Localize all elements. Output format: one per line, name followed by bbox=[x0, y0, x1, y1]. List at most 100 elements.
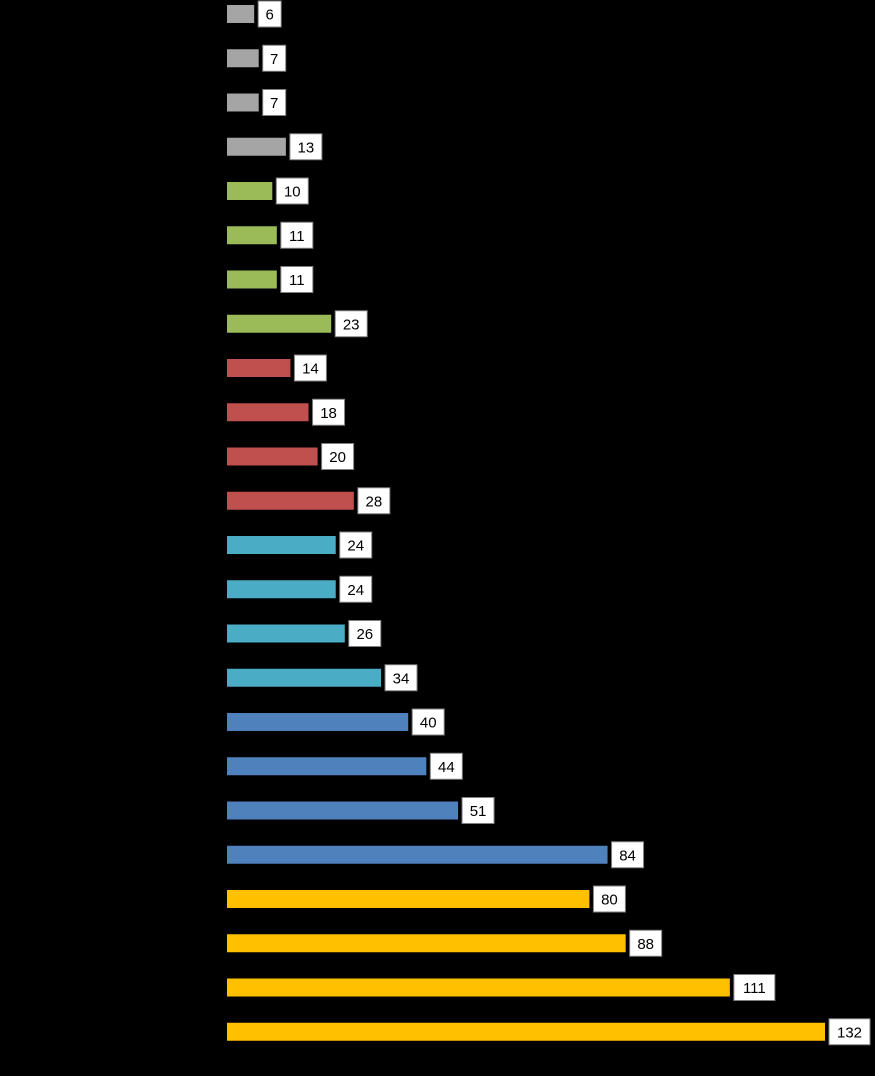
data-label-7: 11 bbox=[280, 266, 314, 293]
data-label-22: 88 bbox=[629, 929, 663, 957]
data-label-box bbox=[592, 885, 626, 913]
data-label-value: 40 bbox=[420, 715, 437, 732]
data-label-value: 88 bbox=[637, 936, 654, 953]
data-label-value: 7 bbox=[270, 51, 278, 68]
data-label-box bbox=[275, 177, 309, 205]
data-label-box bbox=[262, 89, 287, 116]
bar-22 bbox=[227, 934, 626, 953]
data-label-box bbox=[289, 133, 323, 161]
data-label-box bbox=[611, 841, 645, 869]
data-label-value: 34 bbox=[393, 670, 410, 687]
bar-1 bbox=[227, 5, 255, 23]
data-label-box bbox=[280, 221, 314, 249]
data-label-21: 80 bbox=[592, 885, 626, 913]
data-label-box bbox=[629, 929, 663, 957]
bar-6 bbox=[227, 226, 277, 245]
data-label-value: 23 bbox=[343, 316, 360, 333]
data-label-1: 6 bbox=[257, 0, 282, 28]
data-label-value: 7 bbox=[270, 95, 278, 112]
bar-8 bbox=[227, 314, 332, 333]
data-label-box bbox=[312, 398, 346, 426]
data-label-box bbox=[334, 310, 368, 338]
bar-13 bbox=[227, 536, 336, 554]
bar-20 bbox=[227, 845, 608, 864]
data-label-value: 24 bbox=[347, 538, 364, 555]
data-label-value: 44 bbox=[438, 759, 455, 776]
data-label-8: 23 bbox=[334, 310, 368, 338]
data-label-12: 28 bbox=[357, 487, 391, 515]
data-label-value: 132 bbox=[837, 1024, 862, 1041]
data-label-box bbox=[411, 708, 445, 736]
data-label-value: 14 bbox=[302, 361, 319, 378]
data-label-value: 20 bbox=[329, 449, 346, 466]
data-label-13: 24 bbox=[339, 531, 373, 559]
data-label-24: 132 bbox=[828, 1018, 871, 1046]
data-label-box bbox=[461, 797, 495, 824]
data-label-5: 10 bbox=[275, 177, 309, 205]
data-label-2: 7 bbox=[262, 44, 287, 72]
bar-19 bbox=[227, 801, 459, 820]
bar-group bbox=[227, 5, 825, 1041]
bar-24 bbox=[227, 1022, 825, 1041]
bar-4 bbox=[227, 137, 286, 156]
bar-17 bbox=[227, 713, 409, 731]
data-label-value: 11 bbox=[289, 228, 305, 245]
data-label-value: 28 bbox=[366, 493, 383, 510]
bar-3 bbox=[227, 93, 259, 112]
data-label-box bbox=[429, 752, 463, 780]
data-label-box bbox=[339, 575, 373, 603]
data-label-9: 14 bbox=[293, 354, 327, 382]
data-label-value: 10 bbox=[284, 184, 301, 201]
bar-18 bbox=[227, 757, 427, 776]
data-label-value: 6 bbox=[266, 7, 274, 24]
bar-23 bbox=[227, 978, 730, 997]
data-label-box bbox=[357, 487, 391, 515]
data-label-box bbox=[384, 664, 418, 692]
data-label-value: 11 bbox=[289, 272, 305, 289]
data-label-14: 24 bbox=[339, 575, 373, 603]
bar-16 bbox=[227, 668, 382, 687]
data-label-value: 18 bbox=[320, 405, 337, 422]
data-label-value: 13 bbox=[298, 139, 315, 156]
data-label-value: 84 bbox=[619, 847, 636, 864]
data-label-10: 18 bbox=[312, 398, 346, 426]
data-label-17: 40 bbox=[411, 708, 445, 736]
data-label-20: 84 bbox=[611, 841, 645, 869]
bar-5 bbox=[227, 182, 273, 200]
data-label-box bbox=[828, 1018, 871, 1046]
data-label-box bbox=[348, 620, 382, 647]
data-label-value: 26 bbox=[356, 626, 373, 643]
data-label-4: 13 bbox=[289, 133, 323, 161]
data-label-group: 6 7 7 13 10 11 11 23 14 18 20 28 24 24 26 34 40 44 51 84 80 8… bbox=[257, 0, 871, 1046]
data-label-18: 44 bbox=[429, 752, 463, 780]
bar-2 bbox=[227, 49, 259, 68]
data-label-box bbox=[257, 0, 282, 28]
data-label-value: 51 bbox=[470, 803, 487, 820]
data-label-19: 51 bbox=[461, 797, 495, 824]
data-label-16: 34 bbox=[384, 664, 418, 692]
data-label-value: 24 bbox=[347, 582, 364, 599]
data-label-box bbox=[262, 44, 287, 72]
data-label-value: 111 bbox=[743, 980, 766, 997]
data-label-23: 111 bbox=[733, 974, 776, 1001]
bar-15 bbox=[227, 624, 345, 643]
bar-11 bbox=[227, 447, 318, 466]
bar-10 bbox=[227, 403, 309, 422]
data-label-15: 26 bbox=[348, 620, 382, 647]
data-label-3: 7 bbox=[262, 89, 287, 116]
data-label-value: 80 bbox=[601, 892, 618, 909]
data-label-6: 11 bbox=[280, 221, 314, 249]
bar-7 bbox=[227, 270, 277, 289]
data-label-box bbox=[321, 443, 355, 470]
bar-14 bbox=[227, 580, 336, 599]
bar-12 bbox=[227, 491, 354, 510]
bar-21 bbox=[227, 890, 590, 908]
bar-9 bbox=[227, 359, 291, 377]
data-label-box bbox=[339, 531, 373, 559]
data-label-box bbox=[293, 354, 327, 382]
data-label-11: 20 bbox=[321, 443, 355, 470]
data-label-box bbox=[733, 974, 776, 1001]
data-label-box bbox=[280, 266, 314, 293]
